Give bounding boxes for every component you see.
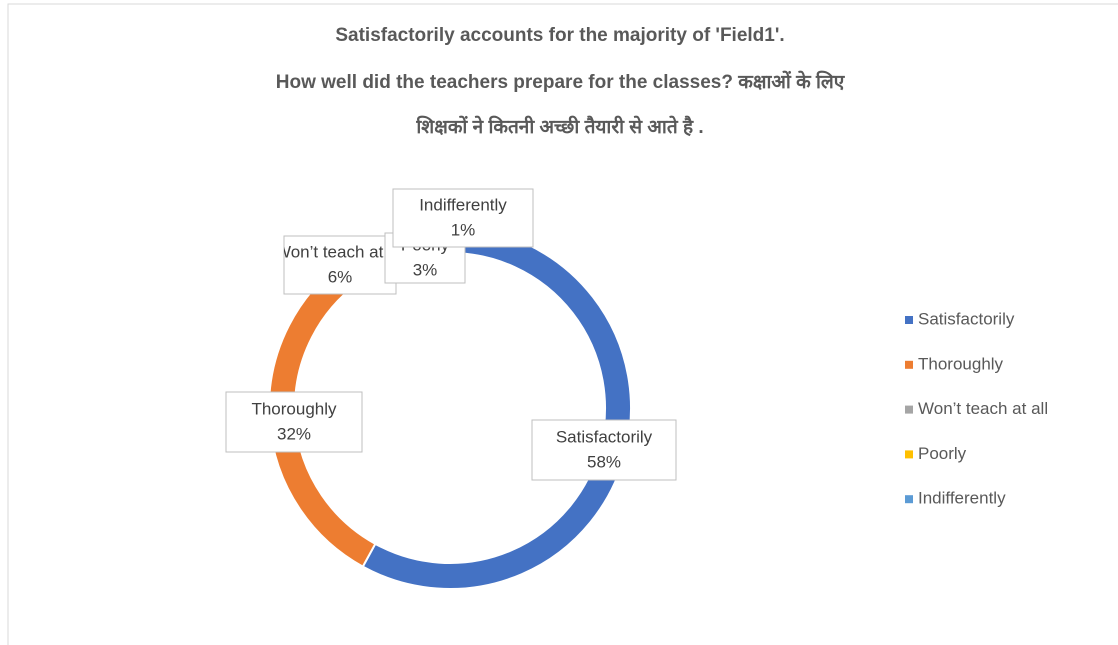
legend-swatch xyxy=(905,360,913,369)
data-label: Won’t teach at all 6% xyxy=(275,235,405,295)
chart-title: How well did the teachers prepare for th… xyxy=(276,70,846,93)
data-label-value: 6% xyxy=(328,267,353,286)
chart-frame xyxy=(7,3,1118,645)
legend-label: Indifferently xyxy=(918,489,1006,508)
data-label-category: Thoroughly xyxy=(251,399,337,418)
data-label-box xyxy=(225,391,363,453)
data-label-value: 58% xyxy=(587,452,621,471)
legend-label: Thoroughly xyxy=(918,354,1004,373)
chart-title: Satisfactorily accounts for the majority… xyxy=(335,25,784,46)
legend-swatch xyxy=(905,316,913,324)
legend-swatch xyxy=(905,495,913,504)
legend-label: Poorly xyxy=(918,444,967,463)
data-label-box xyxy=(531,419,677,481)
data-label-value: 32% xyxy=(277,424,311,443)
data-label-category: Indifferently xyxy=(419,195,507,214)
chart-title: शिक्षकों ने कितनी अच्छी तैयारी से आते है… xyxy=(415,115,703,138)
data-label-box xyxy=(392,188,534,248)
legend-swatch xyxy=(905,405,913,414)
data-label-category: Satisfactorily xyxy=(556,427,653,446)
data-label-box xyxy=(283,235,397,295)
data-label: Satisfactorily 58% xyxy=(531,419,677,481)
legend-swatch xyxy=(905,450,913,459)
data-label: Thoroughly 32% xyxy=(225,391,363,453)
legend-label: Won’t teach at all xyxy=(918,399,1048,418)
data-label-category: Won’t teach at all xyxy=(275,242,405,261)
data-label-value: 3% xyxy=(413,260,438,279)
data-label-value: 1% xyxy=(451,220,476,239)
data-label: Indifferently 1% xyxy=(392,188,534,248)
legend-label: Satisfactorily xyxy=(918,309,1015,328)
